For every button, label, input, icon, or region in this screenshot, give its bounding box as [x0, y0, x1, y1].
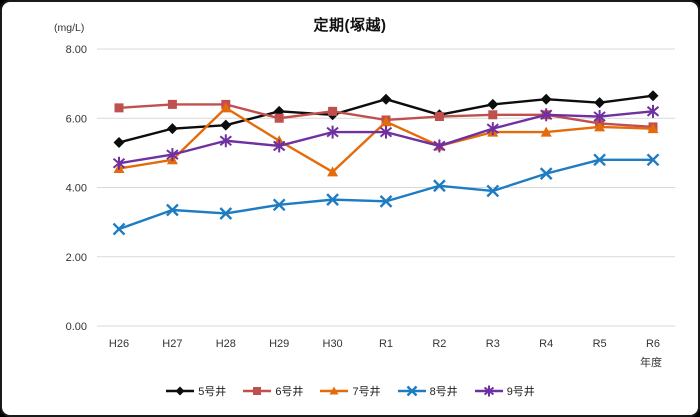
x-tick-label: H30 [323, 338, 343, 350]
x-tick-label: R2 [432, 338, 446, 350]
legend-item-2: 6号井 [242, 383, 303, 399]
data-point-marker [253, 387, 262, 395]
data-point-marker [166, 148, 179, 162]
legend-label: 9号井 [506, 386, 535, 398]
data-point-marker [112, 156, 126, 170]
data-point-marker [328, 106, 338, 116]
data-point-marker [593, 110, 606, 124]
data-point-marker [272, 198, 286, 212]
triangle-marker-icon [320, 386, 349, 395]
data-point-marker [380, 116, 392, 127]
data-point-marker [327, 166, 339, 177]
data-point-marker [483, 385, 494, 397]
x-marker-icon [397, 385, 426, 397]
data-point-marker [114, 103, 124, 113]
y-tick-label: 6.00 [66, 113, 87, 125]
data-point-marker [175, 386, 185, 396]
square-marker-icon [243, 387, 272, 395]
legend-item-4: 8号井 [397, 383, 458, 399]
data-point-marker [540, 108, 553, 122]
data-point-marker [486, 122, 499, 136]
data-point-marker [539, 167, 553, 180]
data-point-marker [433, 139, 446, 153]
data-point-marker [406, 385, 417, 397]
legend-label: 6号井 [275, 386, 304, 398]
diamond-marker-icon [166, 386, 195, 396]
star-marker-icon [474, 385, 503, 397]
legend-label: 7号井 [352, 386, 381, 398]
data-point-marker [326, 193, 339, 206]
chart-title: 定期(塚越) [313, 17, 387, 34]
y-tick-label: 2.00 [66, 252, 87, 264]
data-point-marker [219, 134, 232, 148]
x-tick-label: H29 [269, 338, 289, 350]
x-tick-label: R6 [646, 338, 660, 350]
x-axis-title: 年度 [640, 357, 662, 369]
data-point-marker [647, 123, 659, 134]
data-point-marker [112, 222, 126, 236]
x-tick-label: R5 [593, 338, 607, 350]
legend-label: 8号井 [429, 386, 458, 398]
series-9号井 [112, 104, 660, 170]
x-tick-label: R1 [379, 338, 393, 350]
data-point-marker [434, 112, 444, 122]
data-point-marker [487, 98, 499, 110]
y-tick-label: 8.00 [66, 44, 87, 56]
data-point-marker [594, 121, 606, 132]
legend-item-1: 5号井 [165, 383, 226, 399]
y-tick-label: 0.00 [66, 321, 87, 333]
data-point-marker [646, 104, 660, 118]
data-point-marker [220, 102, 232, 113]
data-point-marker [167, 99, 177, 109]
data-point-marker [379, 125, 393, 139]
data-point-marker [646, 153, 660, 167]
x-tick-label: R3 [486, 338, 500, 350]
data-point-marker [540, 126, 552, 137]
data-point-marker [488, 110, 498, 120]
data-point-marker [540, 93, 552, 105]
data-point-marker [329, 386, 339, 395]
data-point-marker [273, 139, 286, 153]
x-tick-label: H26 [109, 338, 129, 350]
legend-item-5: 9号井 [474, 383, 535, 399]
data-point-marker [166, 123, 178, 135]
data-point-marker [220, 119, 232, 131]
y-tick-label: 4.00 [66, 183, 87, 195]
x-tick-label: H27 [162, 338, 182, 350]
x-tick-label: R4 [539, 338, 553, 350]
data-point-marker [594, 97, 606, 109]
data-point-marker [380, 93, 392, 105]
data-point-marker [166, 203, 179, 217]
legend-item-3: 7号井 [319, 383, 381, 399]
series-8号井 [112, 153, 660, 236]
x-tick-label: H28 [216, 338, 236, 350]
data-point-marker [433, 179, 446, 193]
data-point-marker [219, 207, 233, 220]
data-point-marker [593, 153, 606, 167]
legend-label: 5号井 [198, 386, 227, 398]
data-point-marker [113, 136, 125, 148]
data-point-marker [379, 195, 393, 208]
data-point-marker [326, 125, 339, 139]
data-point-marker [486, 184, 500, 198]
y-axis-unit-label: (mg/L) [54, 22, 85, 34]
chart-legend: 5号井 6号井 7号井 8号井 9号井 [2, 383, 698, 399]
data-point-marker [647, 90, 659, 102]
data-point-marker [274, 113, 284, 123]
